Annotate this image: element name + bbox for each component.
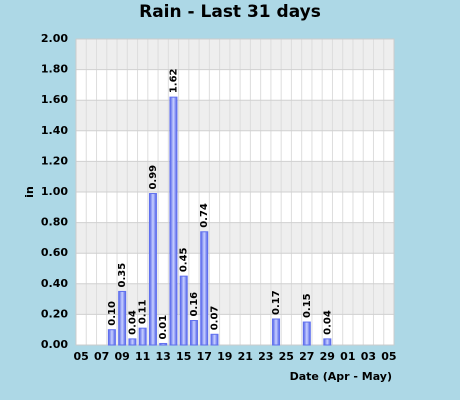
value-label: 0.99 bbox=[148, 165, 159, 190]
y-tick-label: 1.40 bbox=[41, 124, 68, 137]
grid-band bbox=[76, 39, 394, 70]
y-tick-label: 0.40 bbox=[41, 277, 68, 290]
bar bbox=[169, 96, 178, 346]
value-label: 0.15 bbox=[302, 293, 313, 318]
y-tick-label: 1.00 bbox=[41, 185, 68, 198]
value-label: 1.62 bbox=[168, 68, 179, 93]
x-tick-label: 27 bbox=[299, 350, 314, 363]
value-label: 0.17 bbox=[271, 290, 282, 315]
bar bbox=[128, 338, 137, 346]
bar bbox=[272, 318, 281, 346]
value-label: 0.10 bbox=[107, 301, 118, 326]
x-tick-label: 21 bbox=[238, 350, 253, 363]
x-tick-label: 07 bbox=[94, 350, 109, 363]
x-axis-label: Date (Apr - May) bbox=[290, 370, 392, 383]
grid-band bbox=[76, 100, 394, 131]
y-axis-label: in bbox=[23, 186, 36, 198]
y-tick-label: 2.00 bbox=[41, 32, 68, 45]
y-tick-label: 0.20 bbox=[41, 307, 68, 320]
value-label: 0.35 bbox=[117, 263, 128, 288]
bar bbox=[159, 342, 168, 346]
x-tick-label: 17 bbox=[197, 350, 212, 363]
y-tick-label: 0.60 bbox=[41, 246, 68, 259]
grid-band bbox=[76, 283, 394, 315]
chart-title: Rain - Last 31 days bbox=[139, 2, 321, 22]
x-tick-label: 15 bbox=[176, 350, 191, 363]
value-label: 0.11 bbox=[138, 299, 149, 324]
bar bbox=[179, 275, 188, 346]
x-tick-label: 25 bbox=[279, 350, 294, 363]
x-tick-label: 05 bbox=[381, 350, 396, 363]
y-tick-label: 1.80 bbox=[41, 63, 68, 76]
plot-border bbox=[75, 38, 395, 346]
bar bbox=[302, 321, 311, 346]
bar bbox=[107, 329, 116, 346]
bar bbox=[138, 327, 147, 346]
x-tick-label: 29 bbox=[320, 350, 335, 363]
bar bbox=[210, 333, 219, 346]
x-tick-label: 09 bbox=[115, 350, 130, 363]
value-label: 0.45 bbox=[179, 247, 190, 272]
bar bbox=[323, 338, 332, 346]
value-label: 0.07 bbox=[209, 306, 220, 331]
y-tick-label: 0.80 bbox=[41, 216, 68, 229]
value-label: 0.01 bbox=[158, 315, 169, 340]
bar bbox=[118, 290, 127, 346]
x-tick-label: 03 bbox=[361, 350, 376, 363]
grid-band bbox=[76, 161, 394, 192]
x-tick-label: 19 bbox=[217, 350, 232, 363]
value-label: 0.04 bbox=[127, 310, 138, 335]
grid-band bbox=[76, 222, 394, 254]
bar bbox=[200, 231, 209, 346]
value-label: 0.04 bbox=[322, 310, 333, 335]
y-tick-label: 1.60 bbox=[41, 93, 68, 106]
bar bbox=[189, 320, 198, 346]
y-tick-label: 1.20 bbox=[41, 154, 68, 167]
y-tick-label: 0.00 bbox=[41, 338, 68, 351]
x-tick-label: 13 bbox=[156, 350, 171, 363]
x-tick-label: 01 bbox=[340, 350, 355, 363]
bar bbox=[148, 193, 157, 346]
value-label: 0.74 bbox=[199, 203, 210, 228]
x-tick-label: 23 bbox=[258, 350, 273, 363]
x-tick-label: 05 bbox=[73, 350, 88, 363]
x-tick-label: 11 bbox=[135, 350, 150, 363]
value-label: 0.16 bbox=[189, 292, 200, 317]
